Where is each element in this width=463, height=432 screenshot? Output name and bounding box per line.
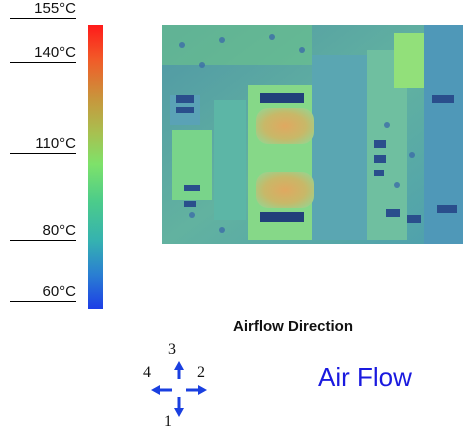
airflow-direction-title: Airflow Direction [232, 318, 353, 335]
scale-label-140: 140°C [10, 44, 76, 63]
scale-label-155: 155°C [10, 0, 76, 19]
direction-label-1: 1 [164, 413, 172, 430]
scale-label-110: 110°C [10, 135, 76, 154]
thermal-image [162, 25, 463, 244]
airflow-arrows-icon [151, 361, 207, 417]
temperature-color-bar [88, 25, 103, 309]
direction-label-2: 2 [197, 364, 205, 381]
air-flow-label: Air Flow [318, 362, 412, 392]
scale-label-80: 80°C [10, 222, 76, 241]
direction-label-3: 3 [168, 341, 176, 358]
direction-label-4: 4 [143, 364, 151, 381]
thermal-image-graphic [162, 25, 463, 244]
scale-label-60: 60°C [10, 283, 76, 302]
